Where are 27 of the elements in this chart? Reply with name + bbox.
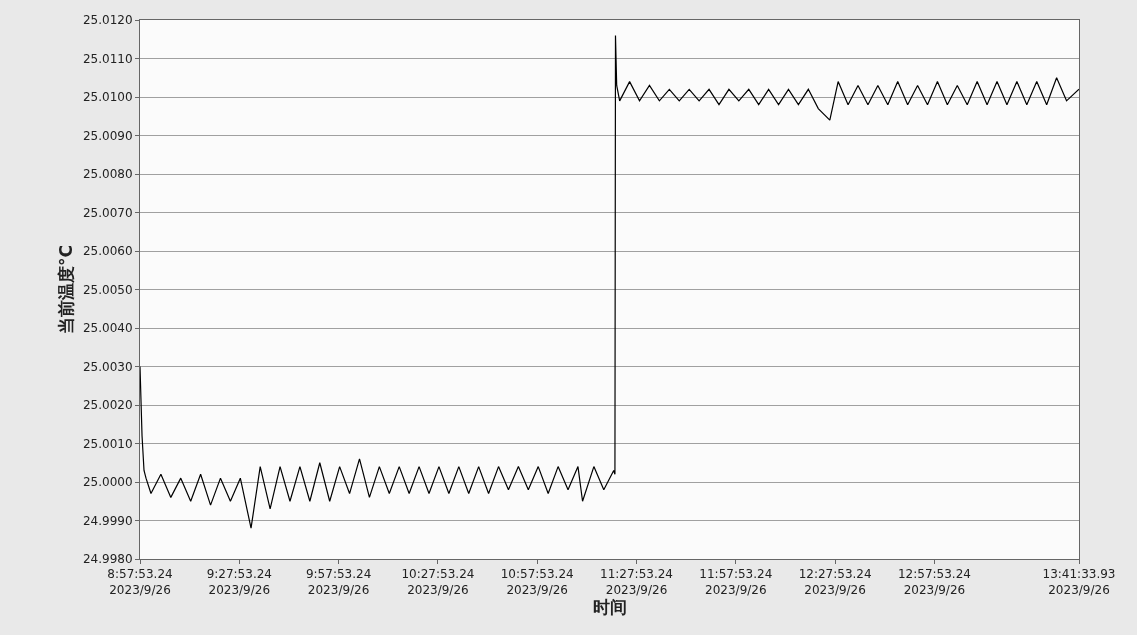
y-tick-label: 25.0110 (82, 51, 133, 66)
y-tick-label: 24.9990 (82, 513, 133, 528)
x-tick-label: 10:27:53.24 2023/9/26 (401, 567, 475, 597)
x-axis-title: 时间 (592, 597, 627, 617)
x-tick-label: 12:57:53.24 2023/9/26 (897, 567, 971, 597)
y-tick-label: 25.0000 (82, 475, 133, 490)
y-tick-label: 25.0100 (82, 90, 133, 105)
x-tick-label: 11:27:53.24 2023/9/26 (600, 567, 673, 597)
x-tick-label: 12:27:53.24 2023/9/26 (798, 567, 872, 597)
y-tick-label: 25.0040 (82, 321, 133, 336)
x-tick-label: 8:57:53.24 2023/9/26 (107, 567, 173, 597)
y-tick-label: 25.0030 (82, 359, 133, 374)
x-tick-label: 13:41:33.93 2023/9/26 (1042, 567, 1116, 597)
y-tick-label: 24.9980 (82, 552, 133, 567)
y-tick-label: 25.0010 (82, 436, 133, 451)
x-tick-label: 9:57:53.24 2023/9/26 (305, 567, 372, 597)
y-tick-label: 25.0120 (82, 13, 133, 28)
y-tick-label: 25.0080 (82, 167, 133, 182)
y-tick-label: 25.0070 (82, 205, 133, 220)
y-axis-title: 当前温度°C (55, 245, 76, 334)
y-tick-label: 25.0020 (82, 398, 133, 413)
y-tick-label: 25.0060 (82, 244, 133, 259)
x-tick-label: 10:57:53.24 2023/9/26 (500, 567, 574, 597)
x-tick-label: 11:57:53.24 2023/9/26 (699, 567, 773, 597)
x-tick-label: 9:27:53.24 2023/9/26 (206, 567, 272, 597)
y-tick-label: 25.0090 (82, 128, 133, 143)
y-tick-label: 25.0050 (82, 282, 133, 297)
